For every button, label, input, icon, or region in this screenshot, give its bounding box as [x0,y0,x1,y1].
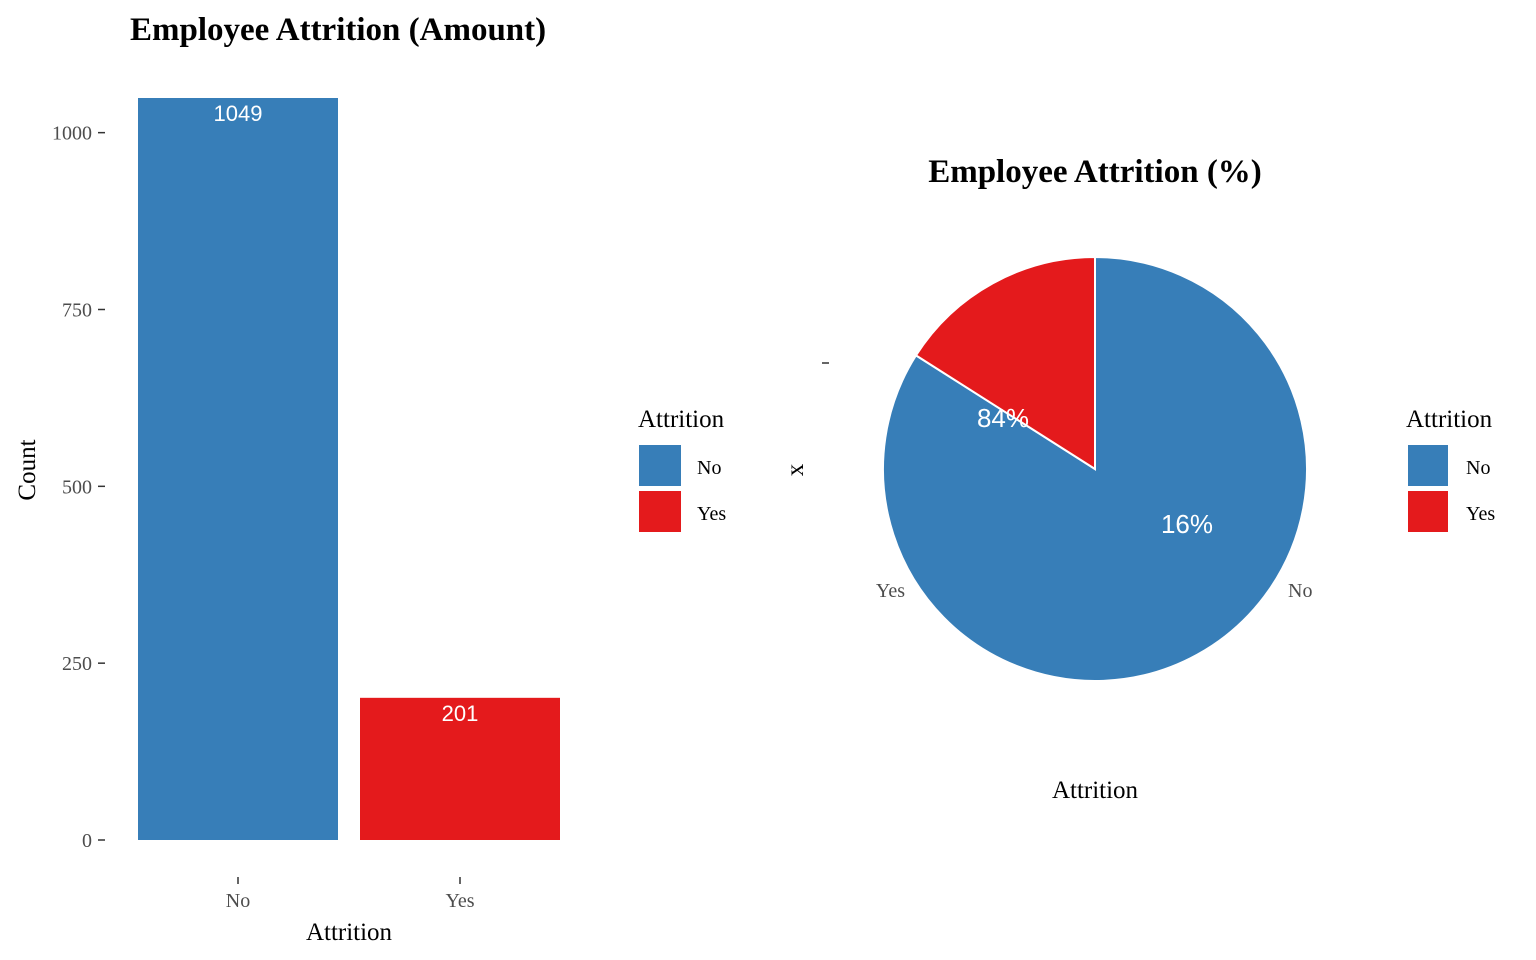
bar-series: 1049 201 [138,98,560,840]
bar-chart: Employee Attrition (Amount) 0 250 500 750 10… [14,12,726,946]
pie-series: 84% 16% [881,255,1308,682]
bar-chart-title: Employee Attrition (Amount) [130,12,546,48]
pie-slice-label-no: 84% [977,403,1029,433]
pie-slice-no [881,255,1308,682]
pie-angle-label-no: No [1288,580,1312,602]
bar-y-tick-label: 750 [62,299,92,321]
bar-legend-swatch-yes [639,491,681,532]
pie-chart: Employee Attrition (%) x 84% 16% Yes No A… [782,154,1495,804]
pie-y-axis-title: x [782,463,809,476]
bar-yes [360,697,560,840]
pie-chart-title: Employee Attrition (%) [928,154,1262,190]
pie-legend-title: Attrition [1406,406,1493,433]
bar-y-tick-label: 500 [62,476,92,498]
pie-angle-label-yes: Yes [876,580,905,602]
bar-legend-label-no: No [697,457,721,479]
bar-no [138,98,338,840]
bar-legend: Attrition No Yes [638,406,726,532]
bar-legend-swatch-no [639,445,681,486]
pie-legend-swatch-no [1408,445,1448,486]
bar-x-axis: No Yes [226,877,475,912]
bar-x-tick-label-yes: Yes [445,890,474,912]
bar-y-tick-label: 1000 [52,123,92,145]
bar-legend-label-yes: Yes [697,503,726,525]
bar-y-axis: 0 250 500 750 1000 [52,123,105,852]
pie-legend: Attrition No Yes [1406,406,1495,532]
bar-x-axis-title: Attrition [306,919,393,946]
bar-y-axis-title: Count [14,439,41,500]
pie-slice-yes [914,255,1096,471]
pie-slice-label-yes: 16% [1161,509,1213,539]
bar-y-tick-label: 0 [82,830,92,852]
pie-legend-label-no: No [1466,457,1490,479]
bar-legend-title: Attrition [638,406,725,433]
bar-y-tick-label: 250 [62,653,92,675]
bar-data-label-no: 1049 [214,101,263,126]
bar-data-label-yes: 201 [442,701,479,726]
pie-legend-swatch-yes [1408,491,1448,532]
bar-x-tick-label-no: No [226,890,250,912]
pie-x-axis-title: Attrition [1052,777,1139,804]
pie-legend-label-yes: Yes [1466,503,1495,525]
